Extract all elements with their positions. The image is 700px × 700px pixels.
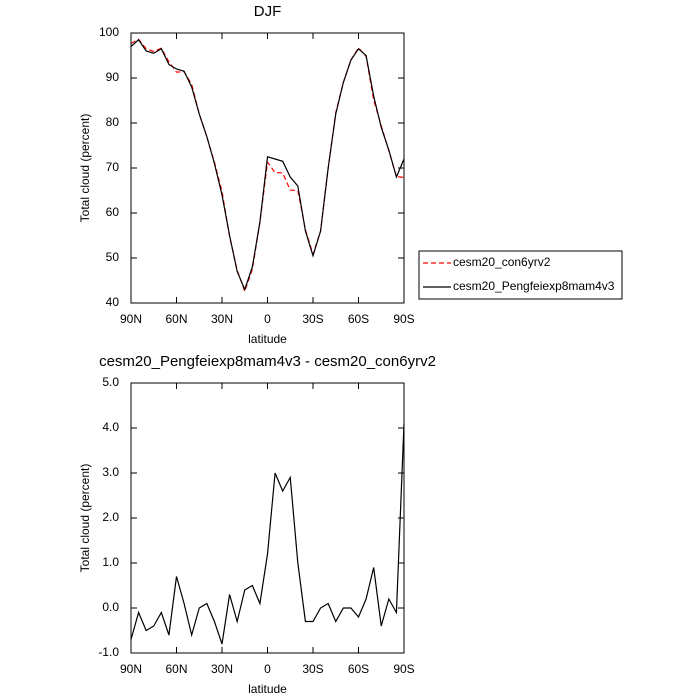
y-tick-label: 50 [106,250,120,264]
y-tick-label: 90 [106,70,120,84]
y-axis-label: Total cloud (percent) [78,464,92,573]
chart-title: DJF [254,3,282,20]
y-tick-label: 1.0 [102,555,119,569]
y-tick-label: 4.0 [102,420,119,434]
y-tick-label: 2.0 [102,510,119,524]
x-tick-label: 0 [264,312,271,326]
x-tick-label: 90N [120,312,142,326]
y-tick-label: 100 [99,25,119,39]
x-axis-label: latitude [248,682,287,696]
y-tick-label: -1.0 [98,645,119,659]
y-tick-label: 60 [106,205,120,219]
x-tick-label: 60S [348,312,369,326]
y-tick-label: 0.0 [102,600,119,614]
x-tick-label: 60S [348,662,369,676]
legend-label: cesm20_Pengfeiexp8mam4v3 [453,279,615,293]
x-tick-label: 0 [264,662,271,676]
data-line [130,38,405,294]
chart-title: cesm20_Pengfeiexp8mam4v3 - cesm20_con6yr… [99,353,436,370]
x-tick-label: 60N [165,312,187,326]
x-tick-label: 90N [120,662,142,676]
x-tick-label: 90S [393,312,414,326]
x-tick-label: 60N [165,662,187,676]
x-tick-label: 30N [211,312,233,326]
x-axis-label: latitude [248,332,287,346]
x-tick-label: 30S [302,312,323,326]
plot-frame [130,382,405,654]
data-line [130,423,405,645]
y-axis-label: Total cloud (percent) [78,114,92,223]
y-tick-label: 3.0 [102,465,119,479]
y-tick-label: 80 [106,115,120,129]
x-tick-label: 30S [302,662,323,676]
y-tick-label: 70 [106,160,120,174]
legend-label: cesm20_con6yrv2 [453,255,551,269]
y-tick-label: 5.0 [102,375,119,389]
plot-frame [130,32,405,304]
data-line [130,38,405,292]
x-tick-label: 30N [211,662,233,676]
legend-box [418,250,623,300]
y-tick-label: 40 [106,295,120,309]
x-tick-label: 90S [393,662,414,676]
